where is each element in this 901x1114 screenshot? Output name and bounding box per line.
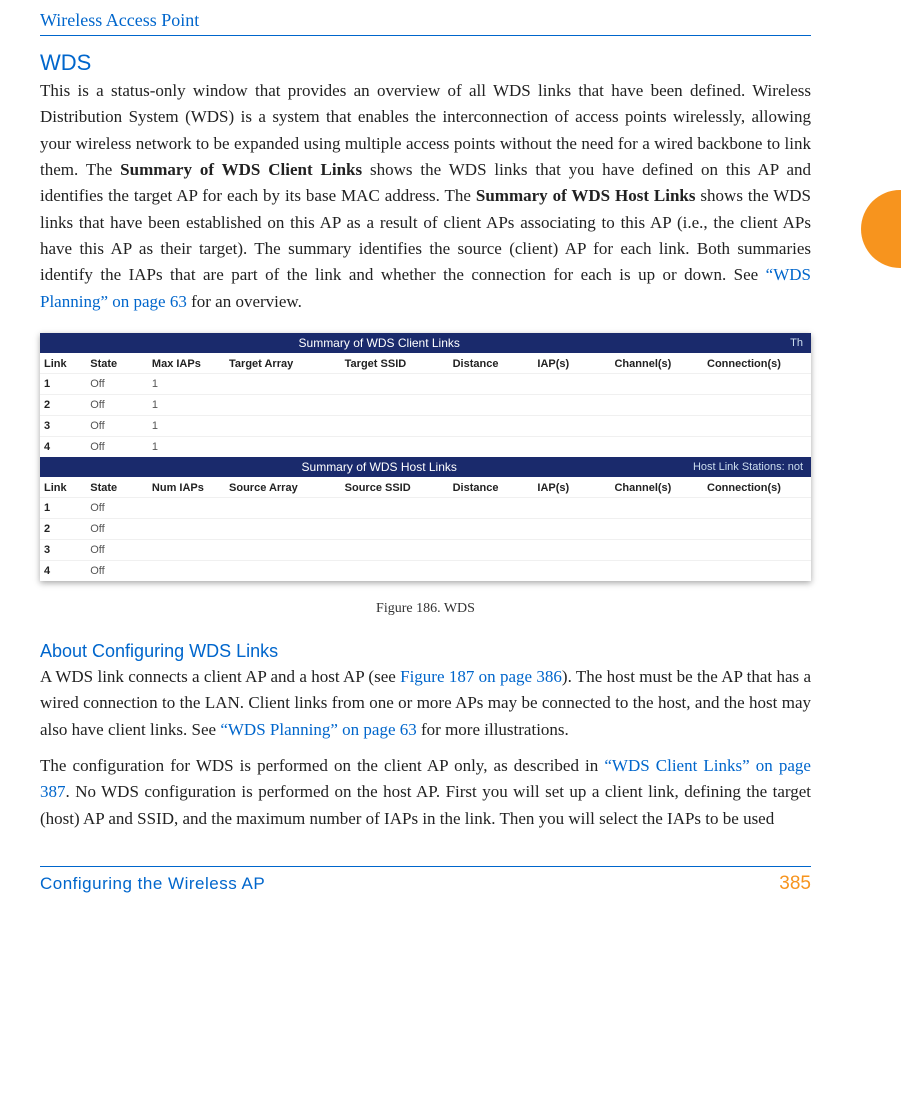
- body-paragraph-2: A WDS link connects a client AP and a ho…: [40, 664, 811, 743]
- client-cols: Link State Max IAPs Target Array Target …: [40, 353, 811, 374]
- c4-state: Off: [86, 437, 148, 458]
- body1-d: for an overview.: [187, 292, 302, 311]
- wds-client-table: Summary of WDS Client Links Th Link Stat…: [40, 333, 811, 581]
- h2-state: Off: [86, 519, 148, 540]
- c3-link: 3: [40, 416, 86, 437]
- c2-state: Off: [86, 395, 148, 416]
- h4-num: [148, 561, 225, 582]
- h3-num: [148, 540, 225, 561]
- client-row-2: 2Off1: [40, 395, 811, 416]
- link-wds-planning-2[interactable]: “WDS Planning” on page 63: [220, 720, 416, 739]
- hcol-state: State: [86, 477, 148, 498]
- col-state: State: [86, 353, 148, 374]
- body2-c: for more illustrations.: [417, 720, 569, 739]
- host-row-1: 1Off: [40, 498, 811, 519]
- figure-186: Summary of WDS Client Links Th Link Stat…: [40, 333, 811, 617]
- hcol-link: Link: [40, 477, 86, 498]
- client-row-4: 4Off1: [40, 437, 811, 458]
- body-paragraph-3: The configuration for WDS is performed o…: [40, 753, 811, 832]
- link-figure-187[interactable]: Figure 187 on page 386: [400, 667, 562, 686]
- host-table-title: Summary of WDS Host Links: [148, 457, 611, 477]
- hcol-num: Num IAPs: [148, 477, 225, 498]
- host-row-2: 2Off: [40, 519, 811, 540]
- footer-left: Configuring the Wireless AP: [40, 874, 265, 894]
- h3-link: 3: [40, 540, 86, 561]
- h4-state: Off: [86, 561, 148, 582]
- host-headerbar: Summary of WDS Host Links Host Link Stat…: [40, 457, 811, 477]
- host-row-4: 4Off: [40, 561, 811, 582]
- host-row-3: 3Off: [40, 540, 811, 561]
- c2-max: 1: [148, 395, 225, 416]
- c2-link: 2: [40, 395, 86, 416]
- hcol-iaps: IAP(s): [533, 477, 610, 498]
- col-link: Link: [40, 353, 86, 374]
- c3-max: 1: [148, 416, 225, 437]
- hcol-distance: Distance: [449, 477, 534, 498]
- body3-b: . No WDS configuration is performed on t…: [40, 782, 811, 827]
- body1-bold1: Summary of WDS Client Links: [120, 160, 362, 179]
- hcol-connections: Connection(s): [703, 477, 811, 498]
- h2-link: 2: [40, 519, 86, 540]
- hcol-channels: Channel(s): [610, 477, 703, 498]
- client-row-1: 1Off1: [40, 374, 811, 395]
- h4-link: 4: [40, 561, 86, 582]
- c4-link: 4: [40, 437, 86, 458]
- c4-max: 1: [148, 437, 225, 458]
- host-cols: Link State Num IAPs Source Array Source …: [40, 477, 811, 498]
- body2-a: A WDS link connects a client AP and a ho…: [40, 667, 400, 686]
- col-target-ssid: Target SSID: [341, 353, 449, 374]
- h1-link: 1: [40, 498, 86, 519]
- col-channels: Channel(s): [610, 353, 703, 374]
- c1-max: 1: [148, 374, 225, 395]
- c1-link: 1: [40, 374, 86, 395]
- section-title: WDS: [40, 50, 811, 76]
- h2-num: [148, 519, 225, 540]
- client-headerbar: Summary of WDS Client Links Th: [40, 333, 811, 353]
- subhead-about-configuring: About Configuring WDS Links: [40, 641, 811, 662]
- body1-bold2: Summary of WDS Host Links: [476, 186, 696, 205]
- body3-a: The configuration for WDS is performed o…: [40, 756, 604, 775]
- col-distance: Distance: [449, 353, 534, 374]
- client-table-title: Summary of WDS Client Links: [148, 333, 611, 353]
- col-connections: Connection(s): [703, 353, 811, 374]
- running-header: Wireless Access Point: [40, 10, 811, 36]
- h1-num: [148, 498, 225, 519]
- hcol-source-array: Source Array: [225, 477, 341, 498]
- page-tab: [861, 190, 901, 268]
- host-table-right: Host Link Stations: not: [610, 457, 811, 477]
- client-row-3: 3Off1: [40, 416, 811, 437]
- col-max: Max IAPs: [148, 353, 225, 374]
- col-target-array: Target Array: [225, 353, 341, 374]
- hcol-source-ssid: Source SSID: [341, 477, 449, 498]
- h1-state: Off: [86, 498, 148, 519]
- c3-state: Off: [86, 416, 148, 437]
- col-iaps: IAP(s): [533, 353, 610, 374]
- c1-state: Off: [86, 374, 148, 395]
- client-table-right: Th: [610, 333, 811, 353]
- footer: Configuring the Wireless AP 385: [40, 866, 811, 895]
- body-paragraph-1: This is a status-only window that provid…: [40, 78, 811, 315]
- footer-page-number: 385: [779, 873, 811, 895]
- figure-caption: Figure 186. WDS: [40, 601, 811, 617]
- h3-state: Off: [86, 540, 148, 561]
